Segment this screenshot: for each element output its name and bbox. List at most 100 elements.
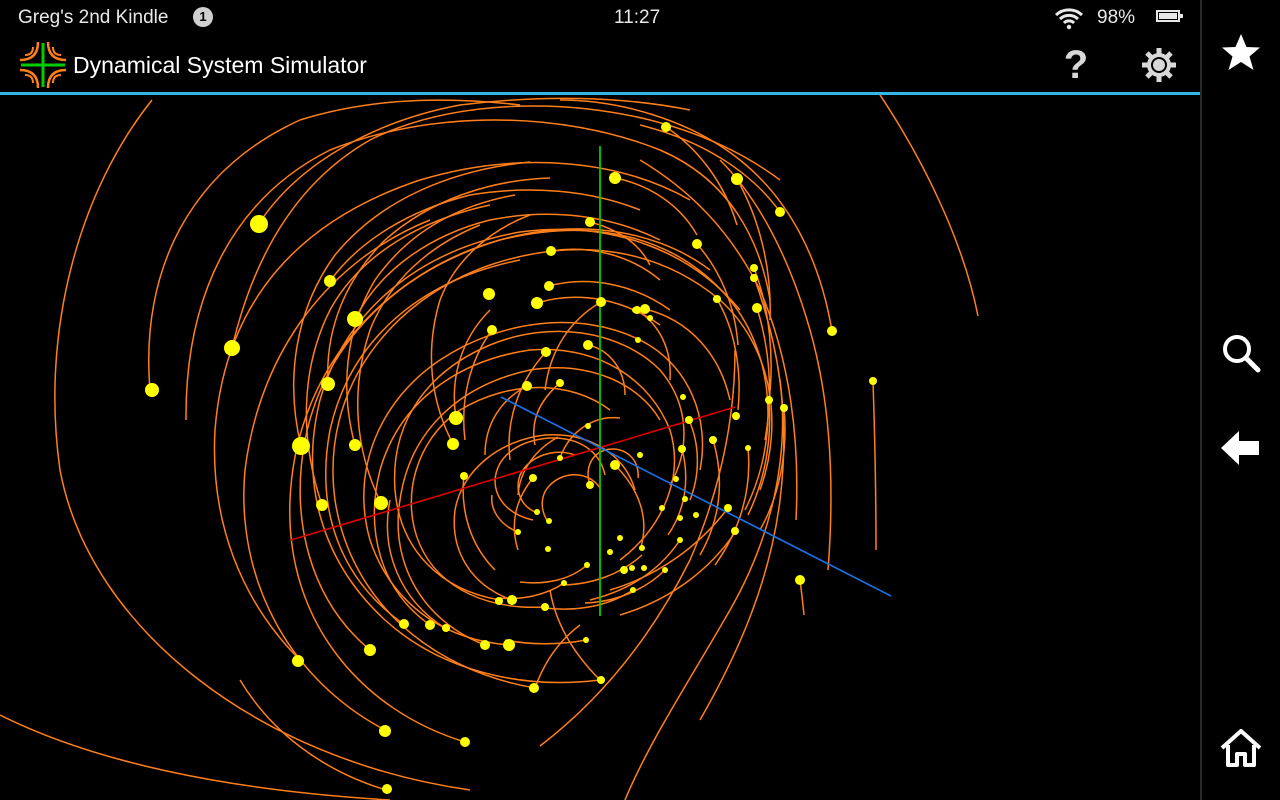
settings-gear-icon[interactable] xyxy=(1140,46,1178,84)
particle xyxy=(425,620,435,630)
particle xyxy=(442,624,450,632)
notification-badge[interactable]: 1 xyxy=(193,7,213,27)
particle xyxy=(731,527,739,535)
particle xyxy=(869,377,877,385)
particle xyxy=(531,297,543,309)
status-time: 11:27 xyxy=(614,7,661,28)
particle xyxy=(775,207,785,217)
particle xyxy=(546,246,556,256)
home-icon[interactable] xyxy=(1219,726,1263,770)
particle xyxy=(724,504,732,512)
particle xyxy=(447,438,459,450)
particle xyxy=(673,476,679,482)
particle xyxy=(597,676,605,684)
particle xyxy=(745,445,751,451)
app-title: Dynamical System Simulator xyxy=(73,52,367,78)
particle xyxy=(620,566,628,574)
particle xyxy=(607,549,613,555)
particle xyxy=(544,281,554,291)
particle xyxy=(662,567,668,573)
particle xyxy=(629,565,635,571)
device-name: Greg's 2nd Kindle xyxy=(18,7,169,28)
particle xyxy=(677,537,683,543)
particle xyxy=(399,619,409,629)
particle xyxy=(692,239,702,249)
particle xyxy=(480,640,490,650)
particle xyxy=(145,383,159,397)
search-icon[interactable] xyxy=(1219,331,1263,375)
status-bar: Greg's 2nd Kindle 1 11:27 98% xyxy=(0,0,1201,36)
particle xyxy=(639,545,645,551)
trajectory-curves xyxy=(0,95,979,800)
particle xyxy=(364,644,376,656)
particle xyxy=(556,379,564,387)
particle xyxy=(583,340,593,350)
particle-points xyxy=(145,122,877,794)
particle xyxy=(522,381,532,391)
particle xyxy=(321,377,335,391)
particle xyxy=(324,275,336,287)
particle xyxy=(541,347,551,357)
particle xyxy=(561,580,567,586)
particle xyxy=(632,307,638,313)
particle xyxy=(693,512,699,518)
particle xyxy=(732,412,740,420)
particle xyxy=(449,411,463,425)
particle xyxy=(460,472,468,480)
particle xyxy=(583,637,589,643)
particle xyxy=(713,295,721,303)
particle xyxy=(224,340,240,356)
battery-icon xyxy=(1156,10,1183,22)
particle xyxy=(640,304,650,314)
particle xyxy=(529,683,539,693)
particle xyxy=(661,122,671,132)
battery-percent: 98% xyxy=(1097,7,1136,28)
simulation-canvas[interactable] xyxy=(0,95,1200,800)
particle xyxy=(585,217,595,227)
particle xyxy=(677,515,683,521)
particle xyxy=(316,499,328,511)
navigation-bar xyxy=(1202,0,1280,800)
particle xyxy=(487,325,497,335)
particle xyxy=(617,535,623,541)
star-icon[interactable] xyxy=(1219,31,1263,75)
particle xyxy=(731,173,743,185)
particle xyxy=(635,337,641,343)
help-button[interactable]: ? xyxy=(1063,43,1089,87)
particle xyxy=(795,575,805,585)
particle xyxy=(292,655,304,667)
particle xyxy=(585,423,591,429)
particle xyxy=(495,597,503,605)
z-axis-line xyxy=(500,396,892,597)
particle xyxy=(680,394,686,400)
particle xyxy=(610,460,620,470)
particle xyxy=(586,481,594,489)
particle xyxy=(765,396,773,404)
wifi-icon xyxy=(1054,8,1084,30)
particle xyxy=(597,299,603,305)
particle xyxy=(630,587,636,593)
particle xyxy=(515,529,521,535)
particle xyxy=(584,562,590,568)
x-axis-line xyxy=(290,406,736,541)
particle xyxy=(510,597,516,603)
particle xyxy=(545,546,551,552)
app-logo-icon xyxy=(19,41,67,89)
particle xyxy=(750,274,758,282)
particle xyxy=(374,496,388,510)
particle xyxy=(557,455,563,461)
particle xyxy=(292,437,310,455)
particle xyxy=(382,784,392,794)
particle xyxy=(534,509,540,515)
particle xyxy=(752,303,762,313)
particle xyxy=(659,505,665,511)
particle xyxy=(709,436,717,444)
particle xyxy=(379,725,391,737)
back-arrow-icon[interactable] xyxy=(1219,426,1263,470)
particle xyxy=(678,445,686,453)
particle xyxy=(529,474,537,482)
particle xyxy=(250,215,268,233)
particle xyxy=(637,452,643,458)
panel-divider xyxy=(1200,0,1202,800)
particle xyxy=(827,326,837,336)
